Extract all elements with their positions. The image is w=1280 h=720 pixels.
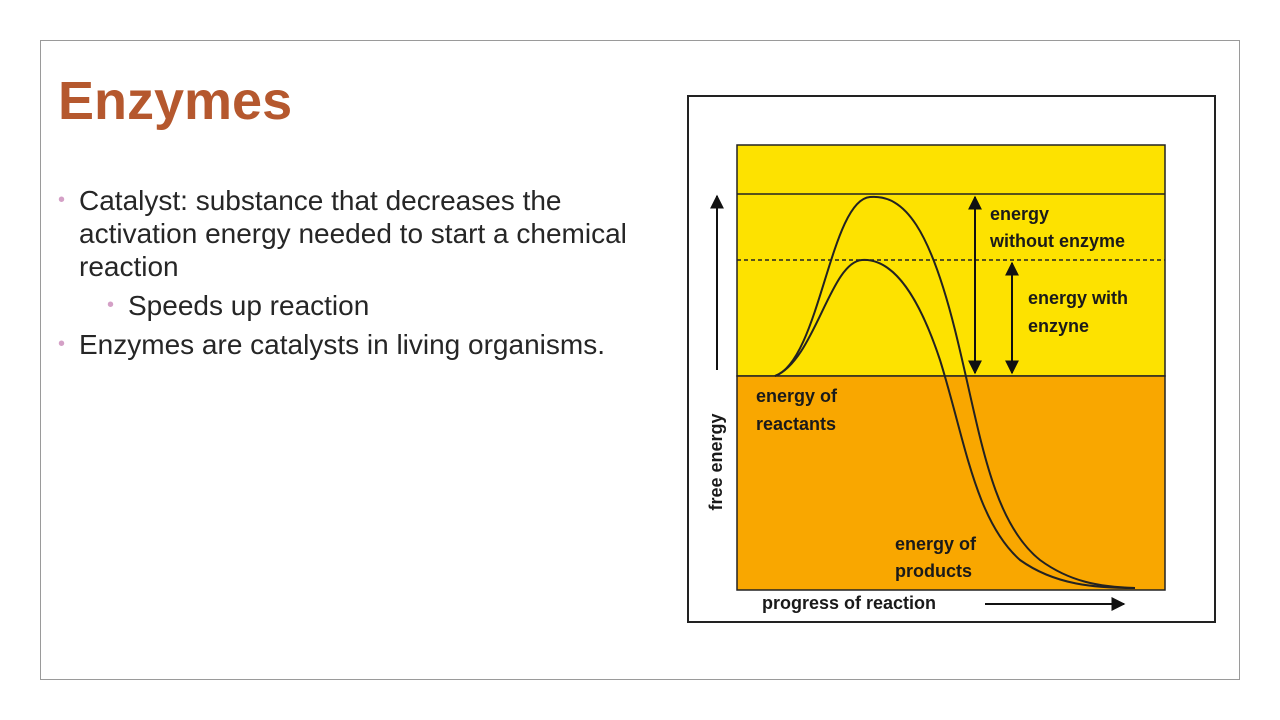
label: energy (990, 204, 1049, 224)
curve-with-enzyme (774, 258, 1136, 589)
x-axis-label: progress of reaction (762, 593, 936, 613)
bullet: Enzymes are catalysts in living organism… (58, 328, 699, 361)
bullet-list: Catalyst: substance that decreases the a… (58, 184, 658, 367)
label: reactants (756, 414, 836, 434)
y-axis-label: free energy (706, 413, 726, 510)
label: enzyne (1028, 316, 1089, 336)
sub-bullet: Speeds up reaction (107, 289, 639, 322)
label: without enzyme (989, 231, 1125, 251)
bullet-text: Catalyst: substance that decreases the a… (79, 185, 627, 282)
title: Enzymes (58, 71, 293, 131)
orange-region (736, 375, 1166, 591)
curve-without-enzyme (774, 195, 1136, 589)
label: products (895, 561, 972, 581)
label: energy of (895, 534, 977, 554)
label: energy of (756, 386, 838, 406)
sub-list: Speeds up reaction (79, 289, 639, 322)
slide-frame (40, 40, 1240, 680)
bullet: Catalyst: substance that decreases the a… (58, 184, 639, 322)
label: energy with (1028, 288, 1128, 308)
